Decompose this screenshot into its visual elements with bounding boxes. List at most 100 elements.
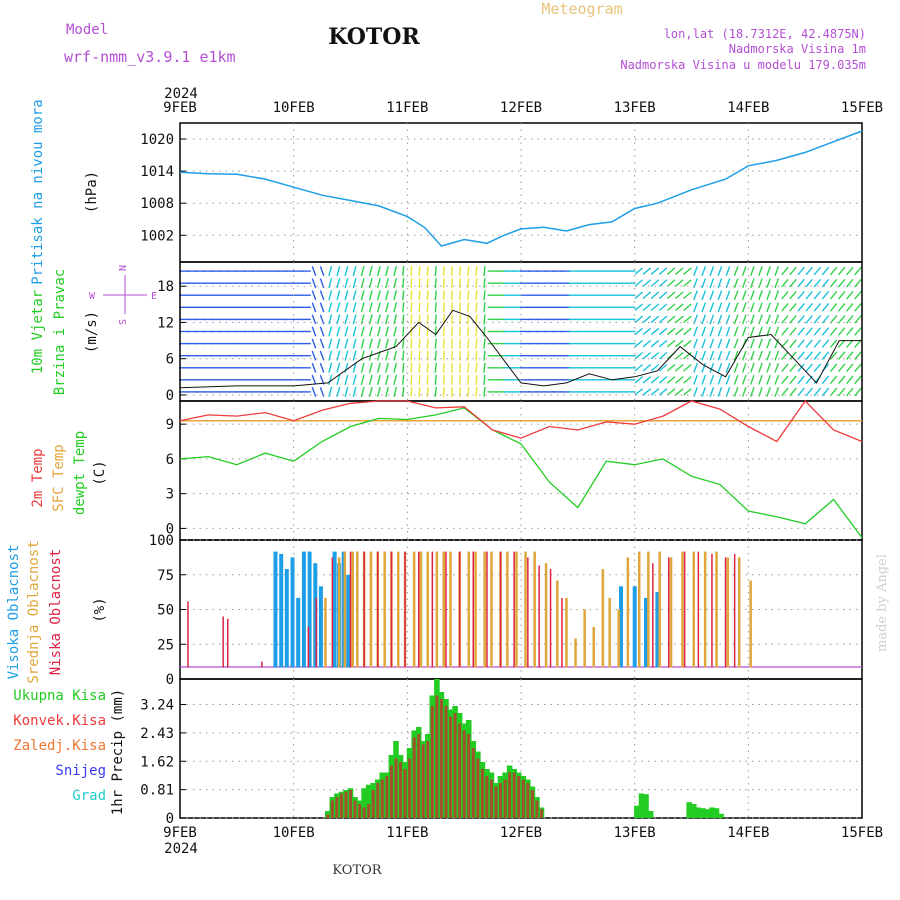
wind-arrow: [352, 374, 357, 385]
wind-arrow: [758, 374, 763, 385]
wind-arrow: [459, 350, 462, 361]
wind-arrow: [483, 374, 486, 385]
precip-bar-convective: [367, 804, 371, 818]
wind-arrow: [717, 326, 723, 337]
wind-arrow: [750, 350, 755, 361]
wind-arrow: [781, 363, 789, 373]
wind-arrow: [774, 374, 780, 385]
wind-arrow: [741, 302, 747, 313]
wind-arrow: [821, 351, 830, 360]
chart-title: Meteogram: [541, 0, 622, 18]
wind-arrow: [311, 302, 317, 313]
precip-bar-total: [634, 805, 640, 818]
cloud-bar-mid: [703, 551, 707, 668]
wind-arrow: [410, 374, 413, 385]
wind-arrow: [709, 338, 715, 349]
wind-arrow: [393, 266, 398, 277]
wind-arrow: [459, 362, 462, 373]
wind-arrow: [360, 290, 365, 301]
wind-arrow: [741, 326, 747, 337]
wind-arrow: [410, 278, 413, 289]
wind-arrow: [650, 339, 660, 348]
wind-arrow: [837, 363, 846, 373]
wind-arrow: [634, 291, 644, 300]
legend-grid: Zaledj.Kisa: [13, 738, 106, 754]
cloud-bar-high: [644, 597, 648, 668]
wind-arrow: [683, 291, 692, 300]
wind-arrow: [385, 338, 389, 349]
wind-arrow: [393, 326, 398, 337]
cloud-bar-mid: [692, 551, 695, 668]
precip-bar-convective: [471, 748, 475, 818]
wind-arrow: [385, 314, 389, 325]
wind-arrow: [789, 363, 797, 373]
wind-arrow: [683, 376, 692, 384]
wind-arrow: [376, 326, 381, 337]
wind-arrow: [717, 386, 723, 397]
wind-arrow: [701, 350, 707, 361]
wind-arrow: [376, 290, 381, 301]
y-tick-label: 75: [157, 568, 174, 584]
wind-arrow: [393, 290, 398, 301]
bottom-date-tick: 14FEB: [727, 825, 769, 841]
cloud-bar-mid: [412, 551, 416, 668]
wind-arrow: [385, 302, 389, 313]
precip-bar-convective: [417, 734, 421, 818]
wind-arrow: [741, 266, 747, 277]
wind-arrow: [837, 327, 846, 336]
precip-ylabel: 1hr Precip (mm): [110, 689, 126, 815]
wind-arrow: [426, 302, 429, 313]
wind-arrow: [683, 339, 692, 348]
wind-arrow: [311, 278, 317, 289]
wind-arrow: [675, 339, 684, 348]
cloud-bar-mid: [383, 551, 386, 668]
wind-arrow: [418, 338, 421, 349]
wind-arrow: [385, 326, 389, 337]
y-tick-label: 1.62: [140, 754, 174, 770]
cloud-bar-low: [331, 557, 334, 668]
wind-arrow: [805, 290, 813, 300]
wind-arrow: [781, 266, 789, 276]
wind-arrow: [750, 362, 755, 373]
wind-arrow: [352, 326, 357, 337]
precip-bar-convective: [435, 695, 439, 818]
wind-arrow: [376, 278, 381, 289]
wind-arrow: [459, 338, 462, 349]
wind-arrow: [781, 278, 789, 288]
cloud-ylabel-2: Srednja Oblacnost: [26, 540, 42, 683]
wind-ylabel-2: Brzina i Pravac: [52, 269, 68, 395]
precip-bar-convective: [439, 699, 443, 818]
temp-ylabel-1: 2m Temp: [30, 448, 46, 507]
wind-arrow: [693, 362, 698, 373]
cloud-bar-mid: [715, 551, 718, 668]
cloud-bar-mid: [749, 580, 752, 668]
wind-arrow: [459, 374, 462, 385]
precip-bar-convective: [476, 758, 480, 818]
wind-arrow: [821, 327, 830, 336]
wind-arrow: [789, 278, 797, 288]
precip-panel: 0 0.81 1.62 2.43 3.24 1hr Precip (mm) Ukupna…: [13, 678, 863, 827]
wind-arrow: [483, 266, 486, 277]
wind-arrow: [789, 339, 797, 348]
wind-arrow: [797, 303, 805, 312]
precip-bar-total: [700, 808, 706, 818]
wind-arrow: [642, 388, 652, 396]
wind-arrow: [475, 266, 478, 277]
cloud-bar-high: [655, 592, 660, 668]
wind-arrow: [319, 266, 325, 277]
wind-arrow: [426, 362, 429, 373]
y-tick-label: 9: [166, 417, 174, 433]
wind-arrow: [410, 338, 413, 349]
precip-bar-convective: [508, 772, 512, 818]
wind-arrow: [360, 278, 365, 289]
bottom-date-tick: 15FEB: [841, 825, 883, 841]
model-label: Model: [66, 22, 108, 38]
wind-arrow: [701, 326, 707, 337]
precip-bar-convective: [503, 779, 507, 818]
wind-arrow: [467, 338, 470, 349]
wind-arrow: [467, 266, 470, 277]
wind-arrow: [813, 266, 822, 276]
cloud-bar-mid: [669, 557, 673, 668]
wind-arrow: [475, 326, 478, 337]
